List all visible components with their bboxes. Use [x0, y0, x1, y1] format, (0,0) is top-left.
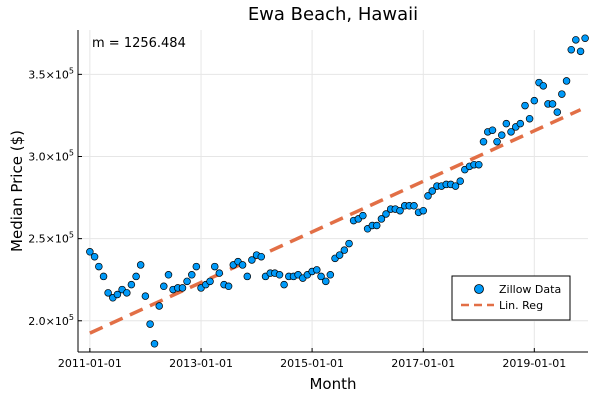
- regression-line: [89, 108, 582, 335]
- data-point: [243, 272, 252, 281]
- data-point: [146, 320, 154, 328]
- data-point: [183, 277, 191, 286]
- data-point: [104, 289, 112, 297]
- regression-line-layer: [89, 108, 582, 335]
- data-point: [275, 271, 284, 279]
- data-point: [479, 137, 488, 146]
- data-point: [475, 160, 483, 169]
- data-point: [164, 271, 173, 279]
- x-tick-label: 2017-01-01: [391, 357, 455, 370]
- data-point: [516, 119, 525, 128]
- data-point: [123, 289, 131, 297]
- data-point: [313, 266, 321, 274]
- data-point: [572, 36, 580, 44]
- data-point: [224, 282, 233, 291]
- data-point: [576, 47, 585, 56]
- data-point: [150, 340, 159, 348]
- data-point: [206, 277, 214, 286]
- chart-title: Ewa Beach, Hawaii: [248, 4, 418, 25]
- data-point: [359, 211, 367, 220]
- data-point: [238, 261, 247, 269]
- data-point: [498, 131, 506, 139]
- data-point: [428, 187, 436, 195]
- data-point: [410, 202, 418, 210]
- legend: Zillow Data Lin. Reg: [451, 275, 571, 321]
- y-tick-label: 2.5×105: [28, 231, 74, 246]
- data-point: [340, 246, 349, 254]
- y-axis-label: Median Price ($): [8, 130, 26, 252]
- data-point: [548, 100, 557, 108]
- data-point: [141, 292, 150, 300]
- data-point: [530, 96, 539, 105]
- data-point: [90, 252, 99, 261]
- legend-box: [451, 275, 571, 321]
- data-point: [345, 239, 353, 248]
- data-point: [507, 128, 515, 136]
- data-point: [95, 262, 103, 271]
- data-point: [188, 271, 196, 279]
- data-point: [136, 261, 145, 269]
- x-tick-label: 2015-01-01: [280, 357, 344, 370]
- data-point: [456, 177, 464, 185]
- data-point: [553, 108, 562, 116]
- data-point: [451, 182, 460, 190]
- data-point: [86, 248, 94, 256]
- data-point: [525, 114, 534, 123]
- data-point: [317, 272, 325, 281]
- data-point: [419, 206, 428, 215]
- data-point: [257, 252, 266, 261]
- data-point: [377, 215, 386, 223]
- y-tick-label: 3.0×105: [28, 149, 74, 164]
- x-tick-label: 2011-01-01: [58, 357, 122, 370]
- y-tick-label: 2.0×105: [28, 313, 74, 328]
- data-point: [192, 262, 201, 271]
- data-point: [539, 82, 548, 90]
- data-point: [567, 45, 576, 54]
- data-point: [335, 251, 344, 259]
- legend-marker-zillow: [474, 284, 484, 294]
- data-point: [215, 269, 224, 277]
- data-point: [113, 290, 122, 299]
- x-tick-label: 2019-01-01: [502, 357, 566, 370]
- grid: [78, 30, 588, 352]
- data-point: [502, 119, 511, 128]
- slope-annotation: m = 1256.484: [92, 36, 186, 51]
- legend-label-zillow: Zillow Data: [499, 283, 561, 296]
- data-point: [99, 272, 108, 281]
- data-point: [493, 137, 501, 146]
- data-point: [372, 221, 381, 230]
- y-tick-label: 3.5×105: [28, 66, 74, 81]
- data-point: [322, 277, 330, 286]
- scatter-points: [86, 34, 589, 348]
- plot-frame: [77, 30, 588, 353]
- axis-ticks: 2011-01-01 2013-01-01 2015-01-01 2017-01-01…: [28, 66, 566, 370]
- x-tick-label: 2013-01-01: [169, 357, 233, 370]
- data-point: [132, 272, 140, 281]
- data-point: [280, 280, 288, 289]
- legend-label-linreg: Lin. Reg: [499, 299, 543, 312]
- data-point: [326, 271, 335, 279]
- data-point: [178, 284, 187, 292]
- data-point: [558, 90, 566, 98]
- data-point: [562, 77, 571, 85]
- data-point: [396, 206, 404, 215]
- data-point: [382, 210, 390, 218]
- data-point: [210, 262, 219, 271]
- data-point: [160, 282, 168, 291]
- data-point: [248, 256, 256, 264]
- data-point: [424, 192, 432, 200]
- data-point: [521, 101, 529, 110]
- data-point: [127, 280, 136, 289]
- x-axis-label: Month: [309, 375, 356, 393]
- data-point: [488, 126, 497, 134]
- data-point: [581, 34, 589, 42]
- data-point: [155, 302, 163, 310]
